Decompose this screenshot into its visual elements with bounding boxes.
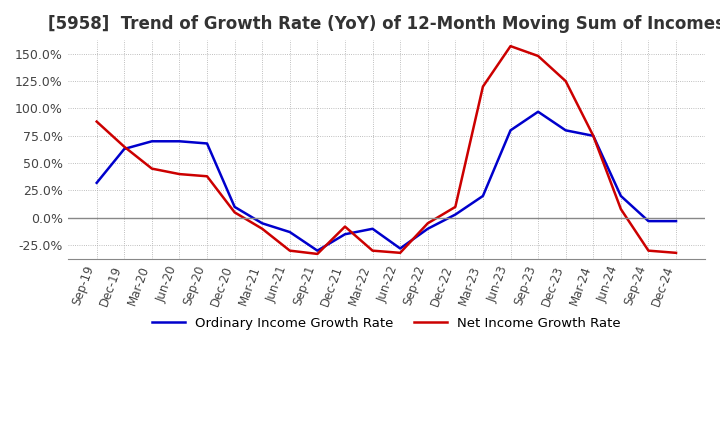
Ordinary Income Growth Rate xyxy=(423,226,432,231)
Ordinary Income Growth Rate xyxy=(258,221,266,226)
Ordinary Income Growth Rate xyxy=(506,128,515,133)
Net Income Growth Rate xyxy=(589,133,598,139)
Net Income Growth Rate xyxy=(644,248,653,253)
Ordinary Income Growth Rate xyxy=(203,141,212,146)
Ordinary Income Growth Rate xyxy=(644,219,653,224)
Net Income Growth Rate xyxy=(313,251,322,257)
Net Income Growth Rate xyxy=(120,144,129,150)
Net Income Growth Rate xyxy=(423,221,432,226)
Ordinary Income Growth Rate xyxy=(230,204,239,209)
Ordinary Income Growth Rate xyxy=(396,246,405,251)
Title: [5958]  Trend of Growth Rate (YoY) of 12-Month Moving Sum of Incomes: [5958] Trend of Growth Rate (YoY) of 12-… xyxy=(48,15,720,33)
Ordinary Income Growth Rate xyxy=(589,133,598,139)
Net Income Growth Rate xyxy=(341,224,349,229)
Ordinary Income Growth Rate xyxy=(148,139,156,144)
Net Income Growth Rate xyxy=(672,250,680,256)
Ordinary Income Growth Rate xyxy=(562,128,570,133)
Net Income Growth Rate xyxy=(534,53,542,59)
Ordinary Income Growth Rate xyxy=(616,193,625,198)
Ordinary Income Growth Rate xyxy=(92,180,101,186)
Net Income Growth Rate xyxy=(506,44,515,49)
Net Income Growth Rate xyxy=(562,78,570,84)
Ordinary Income Growth Rate xyxy=(286,229,294,235)
Net Income Growth Rate xyxy=(451,204,459,209)
Net Income Growth Rate xyxy=(258,226,266,231)
Line: Ordinary Income Growth Rate: Ordinary Income Growth Rate xyxy=(96,112,676,251)
Ordinary Income Growth Rate xyxy=(175,139,184,144)
Net Income Growth Rate xyxy=(616,206,625,212)
Net Income Growth Rate xyxy=(286,248,294,253)
Ordinary Income Growth Rate xyxy=(368,226,377,231)
Ordinary Income Growth Rate xyxy=(479,193,487,198)
Ordinary Income Growth Rate xyxy=(451,212,459,217)
Legend: Ordinary Income Growth Rate, Net Income Growth Rate: Ordinary Income Growth Rate, Net Income … xyxy=(147,312,626,335)
Net Income Growth Rate xyxy=(396,250,405,256)
Net Income Growth Rate xyxy=(203,174,212,179)
Ordinary Income Growth Rate xyxy=(313,248,322,253)
Net Income Growth Rate xyxy=(230,210,239,215)
Ordinary Income Growth Rate xyxy=(672,219,680,224)
Net Income Growth Rate xyxy=(148,166,156,171)
Net Income Growth Rate xyxy=(92,119,101,124)
Ordinary Income Growth Rate xyxy=(341,231,349,237)
Ordinary Income Growth Rate xyxy=(534,109,542,114)
Line: Net Income Growth Rate: Net Income Growth Rate xyxy=(96,46,676,254)
Ordinary Income Growth Rate xyxy=(120,146,129,151)
Net Income Growth Rate xyxy=(368,248,377,253)
Net Income Growth Rate xyxy=(175,172,184,177)
Net Income Growth Rate xyxy=(479,84,487,89)
